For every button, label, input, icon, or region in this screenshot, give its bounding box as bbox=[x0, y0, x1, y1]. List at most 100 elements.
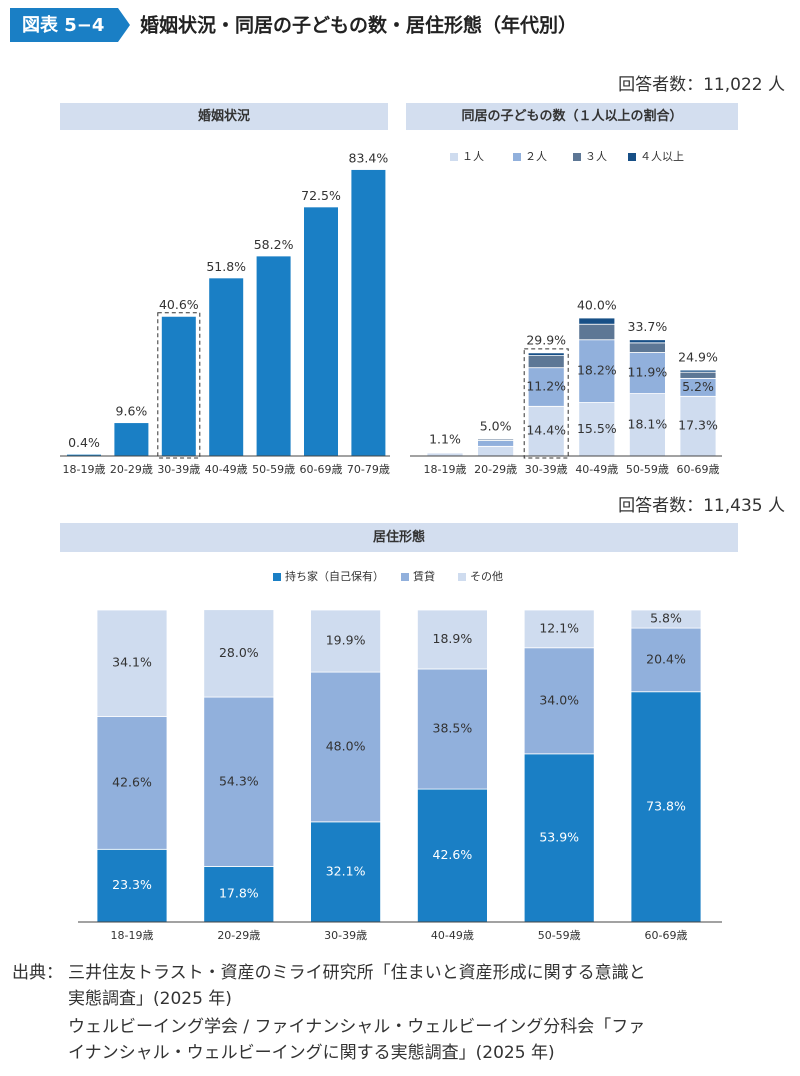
value-label: 17.8% bbox=[219, 886, 259, 901]
value-label: 32.1% bbox=[326, 863, 366, 878]
x-tick-label: 50-59歳 bbox=[538, 929, 581, 942]
value-label: 5.2% bbox=[682, 379, 714, 394]
section-title: 居住形態 bbox=[373, 529, 425, 545]
x-tick-label: 40-49歳 bbox=[575, 463, 618, 476]
bar-segment bbox=[477, 440, 515, 447]
bar-segment bbox=[679, 371, 717, 379]
value-label: 42.6% bbox=[112, 774, 152, 789]
bar-segment bbox=[629, 393, 666, 457]
x-tick-label: 50-59歳 bbox=[252, 463, 295, 476]
legend-swatch bbox=[573, 153, 581, 161]
value-label: 0.4% bbox=[68, 435, 100, 450]
bar-segment bbox=[96, 715, 168, 850]
section-title: 婚姻状況 bbox=[198, 108, 250, 124]
total-label: 40.0% bbox=[577, 298, 617, 313]
source-line: 三井住友トラスト・資産のミライ研究所「住まいと資産形成に関する意識と bbox=[68, 963, 646, 983]
value-label: 18.2% bbox=[577, 363, 617, 378]
x-tick-label: 30-39歳 bbox=[324, 929, 367, 942]
bar-segment bbox=[203, 696, 275, 867]
bar-segment bbox=[630, 691, 702, 923]
value-label: 83.4% bbox=[349, 150, 389, 165]
value-label: 9.6% bbox=[116, 404, 148, 419]
bar-segment bbox=[527, 355, 565, 369]
value-label: 42.6% bbox=[433, 847, 473, 862]
value-label: 17.3% bbox=[678, 418, 718, 433]
value-label: 72.5% bbox=[301, 188, 341, 203]
legend-swatch bbox=[273, 573, 281, 581]
x-tick-label: 60-69歳 bbox=[300, 463, 343, 476]
source-line: イナンシャル・ウェルビーイングに関する実態調査」(2025 年) bbox=[68, 1043, 555, 1063]
bar-segment bbox=[310, 609, 382, 673]
bar bbox=[256, 256, 291, 456]
bar-segment bbox=[416, 609, 488, 670]
bar-segment bbox=[310, 821, 382, 923]
value-label: 11.2% bbox=[526, 379, 566, 394]
value-label: 38.5% bbox=[433, 721, 473, 736]
bar-segment bbox=[416, 668, 488, 790]
respondents: 回答者数：11,435 人 bbox=[618, 496, 785, 516]
respondents: 回答者数：11,022 人 bbox=[618, 75, 785, 95]
bar bbox=[351, 169, 386, 457]
value-label: 19.9% bbox=[326, 633, 366, 648]
x-tick-label: 60-69歳 bbox=[645, 929, 688, 942]
header-badge bbox=[10, 8, 130, 42]
x-tick-label: 50-59歳 bbox=[626, 463, 669, 476]
bar bbox=[114, 423, 149, 456]
legend-swatch bbox=[628, 153, 636, 161]
x-tick-label: 20-29歳 bbox=[110, 463, 153, 476]
value-label: 5.8% bbox=[650, 611, 682, 626]
bar-segment bbox=[96, 609, 168, 717]
value-label: 15.5% bbox=[577, 421, 617, 436]
highlight-box bbox=[523, 348, 569, 459]
bar-segment bbox=[630, 627, 702, 693]
legend-label: ２人 bbox=[525, 150, 547, 163]
bar-segment bbox=[96, 848, 168, 923]
bar-segment bbox=[630, 609, 702, 629]
bar-segment bbox=[578, 323, 616, 341]
bar bbox=[209, 278, 244, 456]
x-tick-label: 30-39歳 bbox=[525, 463, 568, 476]
x-tick-label: 40-49歳 bbox=[431, 929, 474, 942]
x-tick-label: 18-19歳 bbox=[111, 929, 154, 942]
value-label: 18.9% bbox=[433, 631, 473, 646]
value-label: 14.4% bbox=[526, 423, 566, 438]
total-label: 33.7% bbox=[628, 319, 668, 334]
header-label: 図表 5−4 bbox=[22, 14, 104, 36]
source-line: ウェルビーイング学会 / ファイナンシャル・ウェルビーイング分科会「ファ bbox=[68, 1017, 645, 1037]
bar-segment bbox=[679, 369, 717, 373]
value-label: 20.4% bbox=[646, 651, 686, 666]
section-band bbox=[60, 103, 388, 130]
source-line: 実態調査」(2025 年) bbox=[68, 989, 232, 1009]
legend-label: その他 bbox=[470, 570, 503, 583]
legend-label: ４人以上 bbox=[640, 150, 684, 163]
value-label: 40.6% bbox=[159, 297, 199, 312]
legend-label: 賃貸 bbox=[413, 569, 435, 583]
bar-segment bbox=[629, 342, 666, 353]
bar bbox=[304, 207, 338, 456]
section-band bbox=[406, 103, 738, 130]
legend-label: ３人 bbox=[585, 150, 607, 163]
value-label: 34.1% bbox=[112, 655, 152, 670]
legend-label: １人 bbox=[462, 150, 484, 163]
bar-segment bbox=[203, 609, 275, 698]
bar-segment bbox=[527, 352, 565, 357]
value-label: 51.8% bbox=[206, 259, 246, 274]
legend-swatch bbox=[458, 573, 466, 581]
bar-segment bbox=[578, 317, 616, 325]
value-label: 28.0% bbox=[219, 645, 259, 660]
legend-swatch bbox=[401, 573, 409, 581]
total-label: 24.9% bbox=[678, 350, 718, 365]
bar bbox=[67, 454, 101, 456]
source-label: 出典： bbox=[12, 963, 63, 983]
value-label: 58.2% bbox=[254, 237, 294, 252]
x-tick-label: 30-39歳 bbox=[157, 463, 200, 476]
x-tick-label: 18-19歳 bbox=[424, 463, 467, 476]
bar bbox=[161, 316, 196, 456]
bar-segment bbox=[310, 671, 382, 823]
value-label: 73.8% bbox=[646, 798, 686, 813]
x-tick-label: 70-79歳 bbox=[347, 463, 390, 476]
x-tick-label: 20-29歳 bbox=[217, 929, 260, 942]
bar-segment bbox=[578, 339, 616, 403]
legend-label: 持ち家（自己保有） bbox=[285, 569, 384, 583]
